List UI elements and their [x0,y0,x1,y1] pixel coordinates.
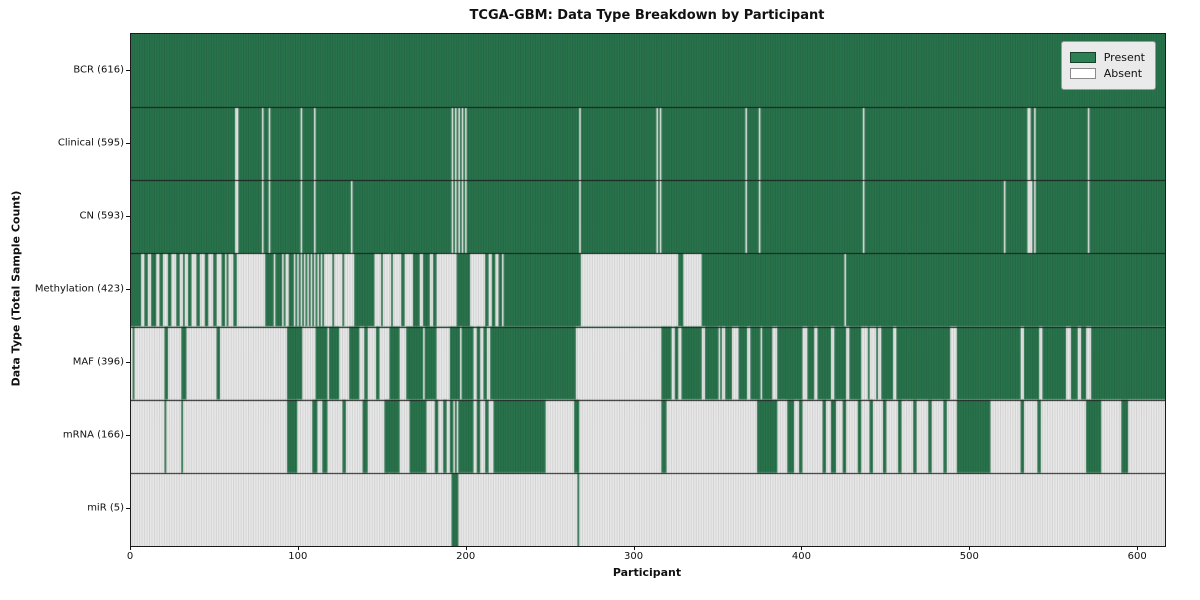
absent-swatch-icon [1069,68,1096,79]
x-tick-label-500: 500 [959,551,979,562]
x-tick-mark [130,546,131,550]
y-tick-label-MAF: MAF (396) [72,356,124,368]
y-tick-label-miR: miR (5) [87,502,124,514]
heatmap-canvas [131,34,1165,546]
x-tick-mark [466,546,467,550]
x-tick-label-200: 200 [456,551,476,562]
y-tick-mark [126,289,130,290]
y-tick-label-CN: CN (593) [79,210,124,222]
x-axis-label: Participant [612,566,682,579]
x-tick-mark [801,546,802,550]
y-tick-label-mRNA: mRNA (166) [62,429,124,441]
x-tick-label-0: 0 [126,551,134,562]
y-tick-label-BCR: BCR (616) [73,64,124,76]
y-tick-mark [126,70,130,71]
x-tick-label-400: 400 [791,551,811,562]
y-tick-label-Methylation: Methylation (423) [34,283,124,295]
x-tick-mark [634,546,635,550]
y-tick-mark [126,508,130,509]
x-tick-label-100: 100 [288,551,308,562]
x-tick-mark [969,546,970,550]
x-tick-label-300: 300 [624,551,644,562]
x-tick-mark [298,546,299,550]
legend: Present Absent [1060,41,1156,90]
chart-title: TCGA-GBM: Data Type Breakdown by Partici… [469,8,825,23]
plot-area [130,33,1166,547]
present-swatch-icon [1069,52,1096,63]
y-tick-mark [126,435,130,436]
legend-present-label: Present [1103,51,1145,64]
y-tick-mark [126,216,130,217]
legend-entry-present: Present [1069,51,1145,64]
x-tick-label-600: 600 [1127,551,1147,562]
y-tick-mark [126,362,130,363]
y-tick-label-Clinical: Clinical (595) [57,137,124,149]
x-tick-mark [1137,546,1138,550]
y-tick-mark [126,143,130,144]
legend-entry-absent: Absent [1069,67,1145,80]
legend-absent-label: Absent [1103,67,1143,80]
